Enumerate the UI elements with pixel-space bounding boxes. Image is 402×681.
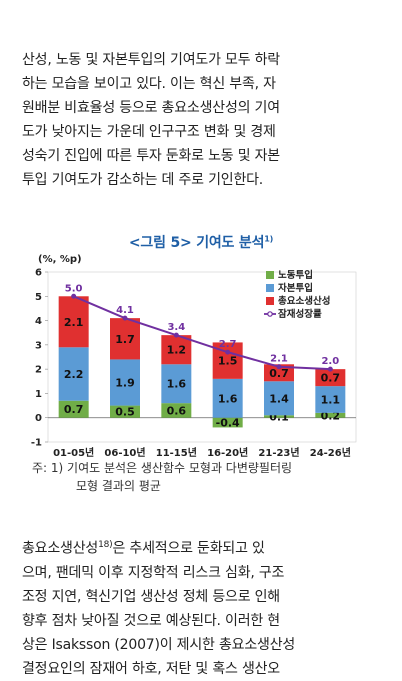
line-data-label: 2.1: [270, 354, 288, 365]
potential-growth-line: [73, 295, 331, 371]
y-tick-label: 2: [35, 365, 42, 376]
bar-segment: [161, 335, 192, 365]
y-tick-label: -1: [31, 438, 42, 449]
paragraph-line: 으며, 팬데믹 이후 지정학적 리스크 심화, 구조: [22, 564, 285, 581]
bar-segment: [161, 403, 192, 418]
legend-label: 노동투입: [278, 269, 313, 281]
bar-segment: [315, 412, 346, 418]
legend-swatch: [266, 297, 274, 305]
data-label: 1.2: [167, 344, 187, 357]
body-paragraph-1: 산성, 노동 및 자본투입의 기여도가 모두 하락 하는 모습을 보이고 있다.…: [22, 48, 380, 192]
y-tick-label: 1: [35, 389, 42, 400]
paragraph-line: 향후 점차 낮아질 것으로 예상된다. 이러한 현: [22, 612, 280, 629]
paragraph-line: 원배분 비효율성 등으로 총요소생산성의 기여: [22, 100, 280, 116]
figure-note: 주: 1) 기여도 분석은 생산함수 모형과 다변량필터링 모형 결과의 평균: [32, 459, 372, 495]
bar-segment: [264, 381, 294, 416]
x-tick-label: 16-20년: [207, 446, 248, 459]
data-label: 0.7: [64, 403, 84, 416]
line-data-label: 3.4: [167, 322, 185, 333]
paragraph-text: 은 추세적으로 둔화되고 있: [112, 540, 265, 557]
y-tick-label: 5: [35, 292, 42, 303]
legend-label: 총요소생산성: [278, 295, 330, 307]
legend-label: 잠재성장률: [278, 308, 322, 320]
x-tick-label: 11-15년: [156, 446, 197, 459]
legend-swatch: [266, 271, 274, 279]
x-tick-label: 21-23년: [258, 446, 299, 459]
legend-marker: [267, 311, 273, 317]
bar-segment: [315, 386, 346, 413]
note-line-1: 주: 1) 기여도 분석은 생산함수 모형과 다변량필터링: [32, 461, 293, 475]
figure-title-text: <그림 5> 기여도 분석: [128, 235, 265, 251]
figure-title-footnote: 1): [264, 234, 274, 244]
line-data-label: 5.0: [65, 283, 83, 294]
y-tick-label: 0: [35, 413, 42, 424]
bar-segment: [161, 364, 192, 404]
data-label: 2.1: [64, 316, 84, 329]
line-point: [327, 366, 333, 372]
data-label: 1.5: [218, 355, 238, 368]
paragraph-term: 총요소생산성: [22, 540, 99, 557]
data-label: 0.5: [115, 406, 135, 419]
data-label: 1.1: [321, 394, 341, 407]
paragraph-line: 투입 기여도가 감소하는 데 주로 기인한다.: [22, 172, 264, 188]
y-tick-label: 3: [35, 340, 42, 351]
line-point: [276, 364, 282, 370]
paragraph-line: 결정요인의 잠재어 하호, 저탄 및 혹스 생산오: [22, 660, 280, 677]
note-line-2: 모형 결과의 평균: [76, 479, 161, 493]
paragraph-line: 총요소생산성18)은 추세적으로 둔화되고 있: [22, 533, 380, 561]
data-label: 1.6: [218, 392, 238, 405]
legend-swatch: [266, 284, 274, 292]
paragraph-line: 조정 지연, 혁신기업 생산성 정체 등으로 인해: [22, 588, 280, 605]
data-label: -0.4: [216, 417, 240, 430]
line-point: [225, 349, 231, 355]
bar-segment: [110, 359, 140, 406]
x-tick-label: 06-10년: [104, 446, 145, 459]
data-label: 0.7: [269, 367, 289, 380]
paragraph-line: 하는 모습을 보이고 있다. 이는 혁신 부족, 자: [22, 76, 276, 92]
bar-segment: [264, 364, 294, 382]
bar-segment: [212, 417, 243, 428]
paragraph-line: 성숙기 진입에 따른 투자 둔화로 노동 및 자본: [22, 148, 280, 164]
paragraph-line: 도가 낮아지는 가운데 인구구조 변화 및 경제: [22, 124, 276, 140]
x-tick-label: 24-26년: [310, 446, 351, 459]
data-label: 1.9: [115, 377, 135, 390]
contribution-chart: (%, %p) -1 0 1 2 3 4 5 6 0.7 2.2 2.1 01-05년 0.5 1.9 1.7…: [31, 254, 357, 459]
line-point: [71, 293, 77, 299]
data-label: 0.6: [167, 404, 187, 417]
data-label: 1.4: [269, 392, 289, 405]
bar-segment: [264, 415, 294, 418]
footnote-ref: 18): [98, 540, 113, 550]
paragraph-line: 상은 Isaksson (2007)이 제시한 총요소생산성: [22, 636, 296, 653]
bar-segment: [58, 400, 89, 418]
line-data-label: 4.1: [116, 305, 134, 316]
body-paragraph-2: 총요소생산성18)은 추세적으로 둔화되고 있 으며, 팬데믹 이후 지정학적 …: [22, 533, 380, 681]
unit-label: (%, %p): [38, 254, 82, 265]
figure-title: <그림 5> 기여도 분석1): [0, 232, 402, 252]
bar-segment: [58, 296, 89, 348]
line-data-label: 2.7: [219, 339, 237, 350]
bar-segment: [315, 369, 346, 387]
legend-label: 자본투입: [278, 282, 313, 294]
paragraph-line: 산성, 노동 및 자본투입의 기여도가 모두 하락: [22, 52, 280, 68]
line-data-label: 2.0: [321, 356, 339, 367]
plot-area: [47, 271, 357, 443]
data-label: 2.2: [64, 368, 84, 381]
y-tick-label: 6: [35, 268, 42, 279]
data-label: 1.7: [115, 333, 135, 346]
data-label: 0.7: [321, 372, 341, 385]
y-tick-label: 4: [35, 316, 42, 327]
bar-segment: [110, 318, 140, 360]
line-point: [173, 332, 179, 338]
line-point: [122, 315, 128, 321]
bar-segment: [110, 405, 140, 418]
x-tick-label: 01-05년: [53, 446, 94, 459]
data-label: 1.6: [167, 378, 187, 391]
bar-segment: [212, 378, 243, 418]
bar-segment: [58, 347, 89, 401]
